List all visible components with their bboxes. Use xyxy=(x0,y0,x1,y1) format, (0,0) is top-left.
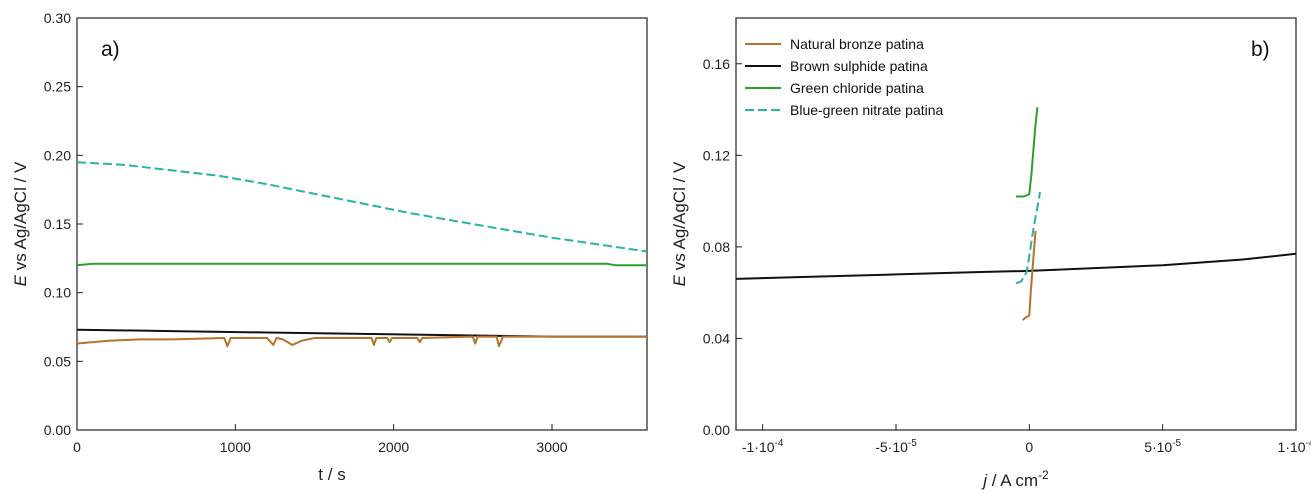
panel-a-y-axis-label: E vs Ag/AgCl / V xyxy=(11,161,30,286)
legend-label-brown-sulphide: Brown sulphide patina xyxy=(790,58,928,74)
panel-a-y-label-rest: vs Ag/AgCl / V xyxy=(11,161,30,275)
panel-b-series-brown-sulphide xyxy=(735,252,1297,280)
panel-a-frame xyxy=(76,17,648,431)
panel-a-x-tick-label: 2000 xyxy=(378,439,409,455)
panel-b-y-tick-label: 0.04 xyxy=(703,330,730,346)
panel-b-x-label-sup: -2 xyxy=(1038,468,1049,482)
panel-b-y-tick-label: 0.08 xyxy=(703,239,730,255)
panel-a-x-tick-label: 1000 xyxy=(220,439,251,455)
panel-a-y-label-italic: E xyxy=(11,274,30,286)
panel-b-chart: 0.00 0.04 0.08 0.12 0.16 -1·10-4 -5·10-5 0 5·10-… xyxy=(670,17,1311,490)
panel-b-y-label-italic: E xyxy=(670,274,689,286)
panel-a-y-tick-label: 0.10 xyxy=(44,285,71,301)
panel-a-y-tick-label: 0.30 xyxy=(44,10,71,26)
panel-a-ticks: 0.00 0.05 0.10 0.15 0.20 0.25 0.30 0 1000 2000 300… xyxy=(44,10,568,455)
panel-a-series-green-chloride xyxy=(76,262,647,267)
panel-a-x-tick-label: 3000 xyxy=(536,439,567,455)
panel-a-y-tick-label: 0.00 xyxy=(44,422,71,438)
panel-b-x-tick-label: 1·10-4 xyxy=(1278,438,1311,455)
panel-b-x-tick-label: -5·10-5 xyxy=(875,438,917,455)
panel-b-x-tick-label: -1·10-4 xyxy=(742,438,784,455)
panel-a-chart: 0.00 0.05 0.10 0.15 0.20 0.25 0.30 0 1000 2000 300… xyxy=(11,10,648,484)
legend-label-blue-green-nitrate: Blue-green nitrate patina xyxy=(790,102,944,118)
panel-b-series-blue-green-nitrate xyxy=(1015,191,1041,285)
panel-a-label: a) xyxy=(101,38,120,61)
panel-a-y-tick-label: 0.05 xyxy=(44,353,71,369)
panel-b-x-label-rest: / A cm xyxy=(987,471,1038,490)
panel-b-y-axis-label: E vs Ag/AgCl / V xyxy=(670,161,689,286)
panel-a-x-axis-label: t / s xyxy=(318,465,345,484)
panel-b-y-tick-label: 0.16 xyxy=(703,56,730,72)
panel-b-label: b) xyxy=(1251,38,1270,61)
panel-a-y-tick-label: 0.15 xyxy=(44,216,71,232)
panel-b-x-tick-label: 5·10-5 xyxy=(1144,438,1181,455)
legend-label-green-chloride: Green chloride patina xyxy=(790,80,924,96)
panel-b-legend: Natural bronze patina Brown sulphide pati… xyxy=(745,36,944,118)
panel-b-series-green-chloride xyxy=(1016,107,1039,198)
panel-b-series-natural-bronze xyxy=(1022,230,1037,321)
panel-a-x-tick-label: 0 xyxy=(73,439,81,455)
panel-a-series-natural-bronze xyxy=(76,335,647,348)
panel-b-y-tick-label: 0.12 xyxy=(703,147,730,163)
panel-b-series xyxy=(735,107,1297,321)
panel-a-series-brown-sulphide xyxy=(76,328,647,338)
panel-b-x-tick-label: 0 xyxy=(1025,439,1033,455)
panel-a-y-tick-label: 0.20 xyxy=(44,147,71,163)
panel-a-series xyxy=(76,161,648,348)
panel-b-y-label-rest: vs Ag/AgCl / V xyxy=(670,161,689,275)
panel-b-x-axis-label: j / A cm-2 xyxy=(981,468,1049,490)
panel-a-series-blue-green-nitrate xyxy=(76,161,648,253)
panel-b-frame xyxy=(735,17,1297,431)
panel-b-x-label-italic: j xyxy=(981,471,988,490)
legend-label-natural-bronze: Natural bronze patina xyxy=(790,36,924,52)
panel-b-ticks: 0.00 0.04 0.08 0.12 0.16 -1·10-4 -5·10-5 0 5·10-… xyxy=(703,56,1311,455)
panel-a-y-tick-label: 0.25 xyxy=(44,79,71,95)
panel-b-y-tick-label: 0.00 xyxy=(703,422,730,438)
